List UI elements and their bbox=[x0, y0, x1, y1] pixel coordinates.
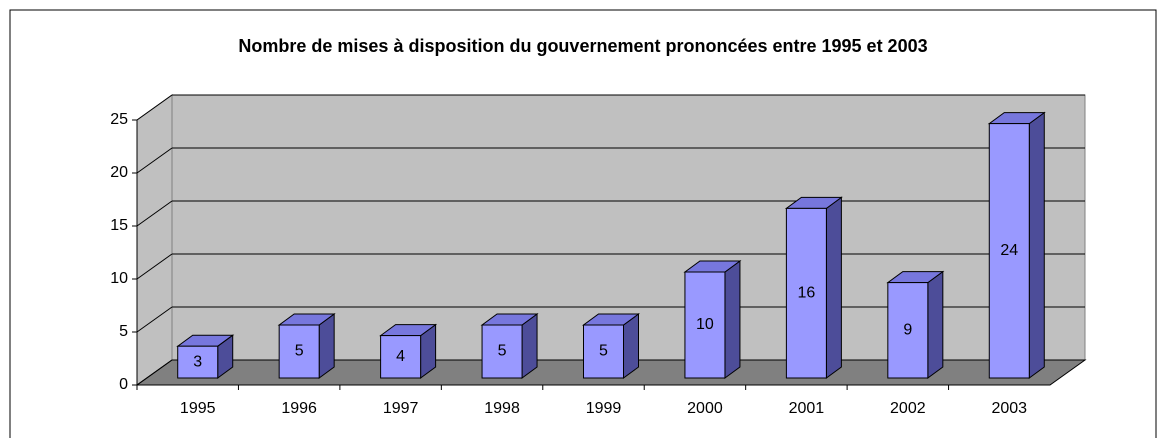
grid-line-side bbox=[136, 94, 173, 121]
x-tick-label: 2000 bbox=[687, 400, 723, 417]
bar-side bbox=[825, 196, 842, 379]
y-tick-label: 20 bbox=[110, 164, 128, 181]
data-label: 4 bbox=[396, 348, 405, 365]
grid-line-side bbox=[136, 200, 173, 227]
bar bbox=[887, 282, 929, 379]
x-tick-label: 2002 bbox=[890, 400, 926, 417]
y-tick-label: 15 bbox=[110, 217, 128, 234]
y-tick-label: 10 bbox=[110, 270, 128, 287]
bar bbox=[583, 324, 624, 379]
bar bbox=[785, 207, 827, 379]
y-tick-label: 0 bbox=[119, 376, 128, 393]
bar bbox=[380, 335, 422, 379]
bar-side bbox=[724, 260, 741, 379]
grid-line-side bbox=[136, 306, 173, 333]
grid-line-side bbox=[136, 359, 173, 386]
bar-side bbox=[927, 270, 944, 379]
bar bbox=[481, 324, 523, 379]
x-tick-label: 1998 bbox=[484, 400, 520, 417]
chart-title: Nombre de mises à disposition du gouvern… bbox=[238, 36, 927, 56]
x-tick-label: 1996 bbox=[281, 400, 317, 417]
data-label: 10 bbox=[696, 316, 714, 333]
y-tick-label: 5 bbox=[119, 323, 128, 340]
x-tick-label: 1999 bbox=[586, 400, 622, 417]
grid-line-side bbox=[136, 253, 173, 280]
bar bbox=[988, 123, 1030, 379]
data-label: 16 bbox=[797, 284, 815, 301]
bar-side bbox=[1028, 111, 1045, 379]
data-label: 5 bbox=[498, 343, 507, 360]
y-tick-label: 25 bbox=[110, 111, 128, 128]
grid-line-side bbox=[136, 147, 173, 174]
x-tick-label: 2003 bbox=[991, 400, 1027, 417]
x-tick-label: 2001 bbox=[789, 400, 825, 417]
data-label: 3 bbox=[193, 353, 202, 370]
data-label: 24 bbox=[1000, 242, 1018, 259]
bar bbox=[278, 324, 320, 379]
bar bbox=[684, 271, 726, 379]
x-tick-label: 1997 bbox=[383, 400, 419, 417]
data-label: 5 bbox=[295, 343, 304, 360]
side-wall bbox=[136, 94, 173, 386]
bar bbox=[177, 345, 219, 379]
x-tick-label: 1995 bbox=[180, 400, 216, 417]
data-label: 9 bbox=[903, 322, 912, 339]
data-label: 5 bbox=[599, 343, 608, 360]
